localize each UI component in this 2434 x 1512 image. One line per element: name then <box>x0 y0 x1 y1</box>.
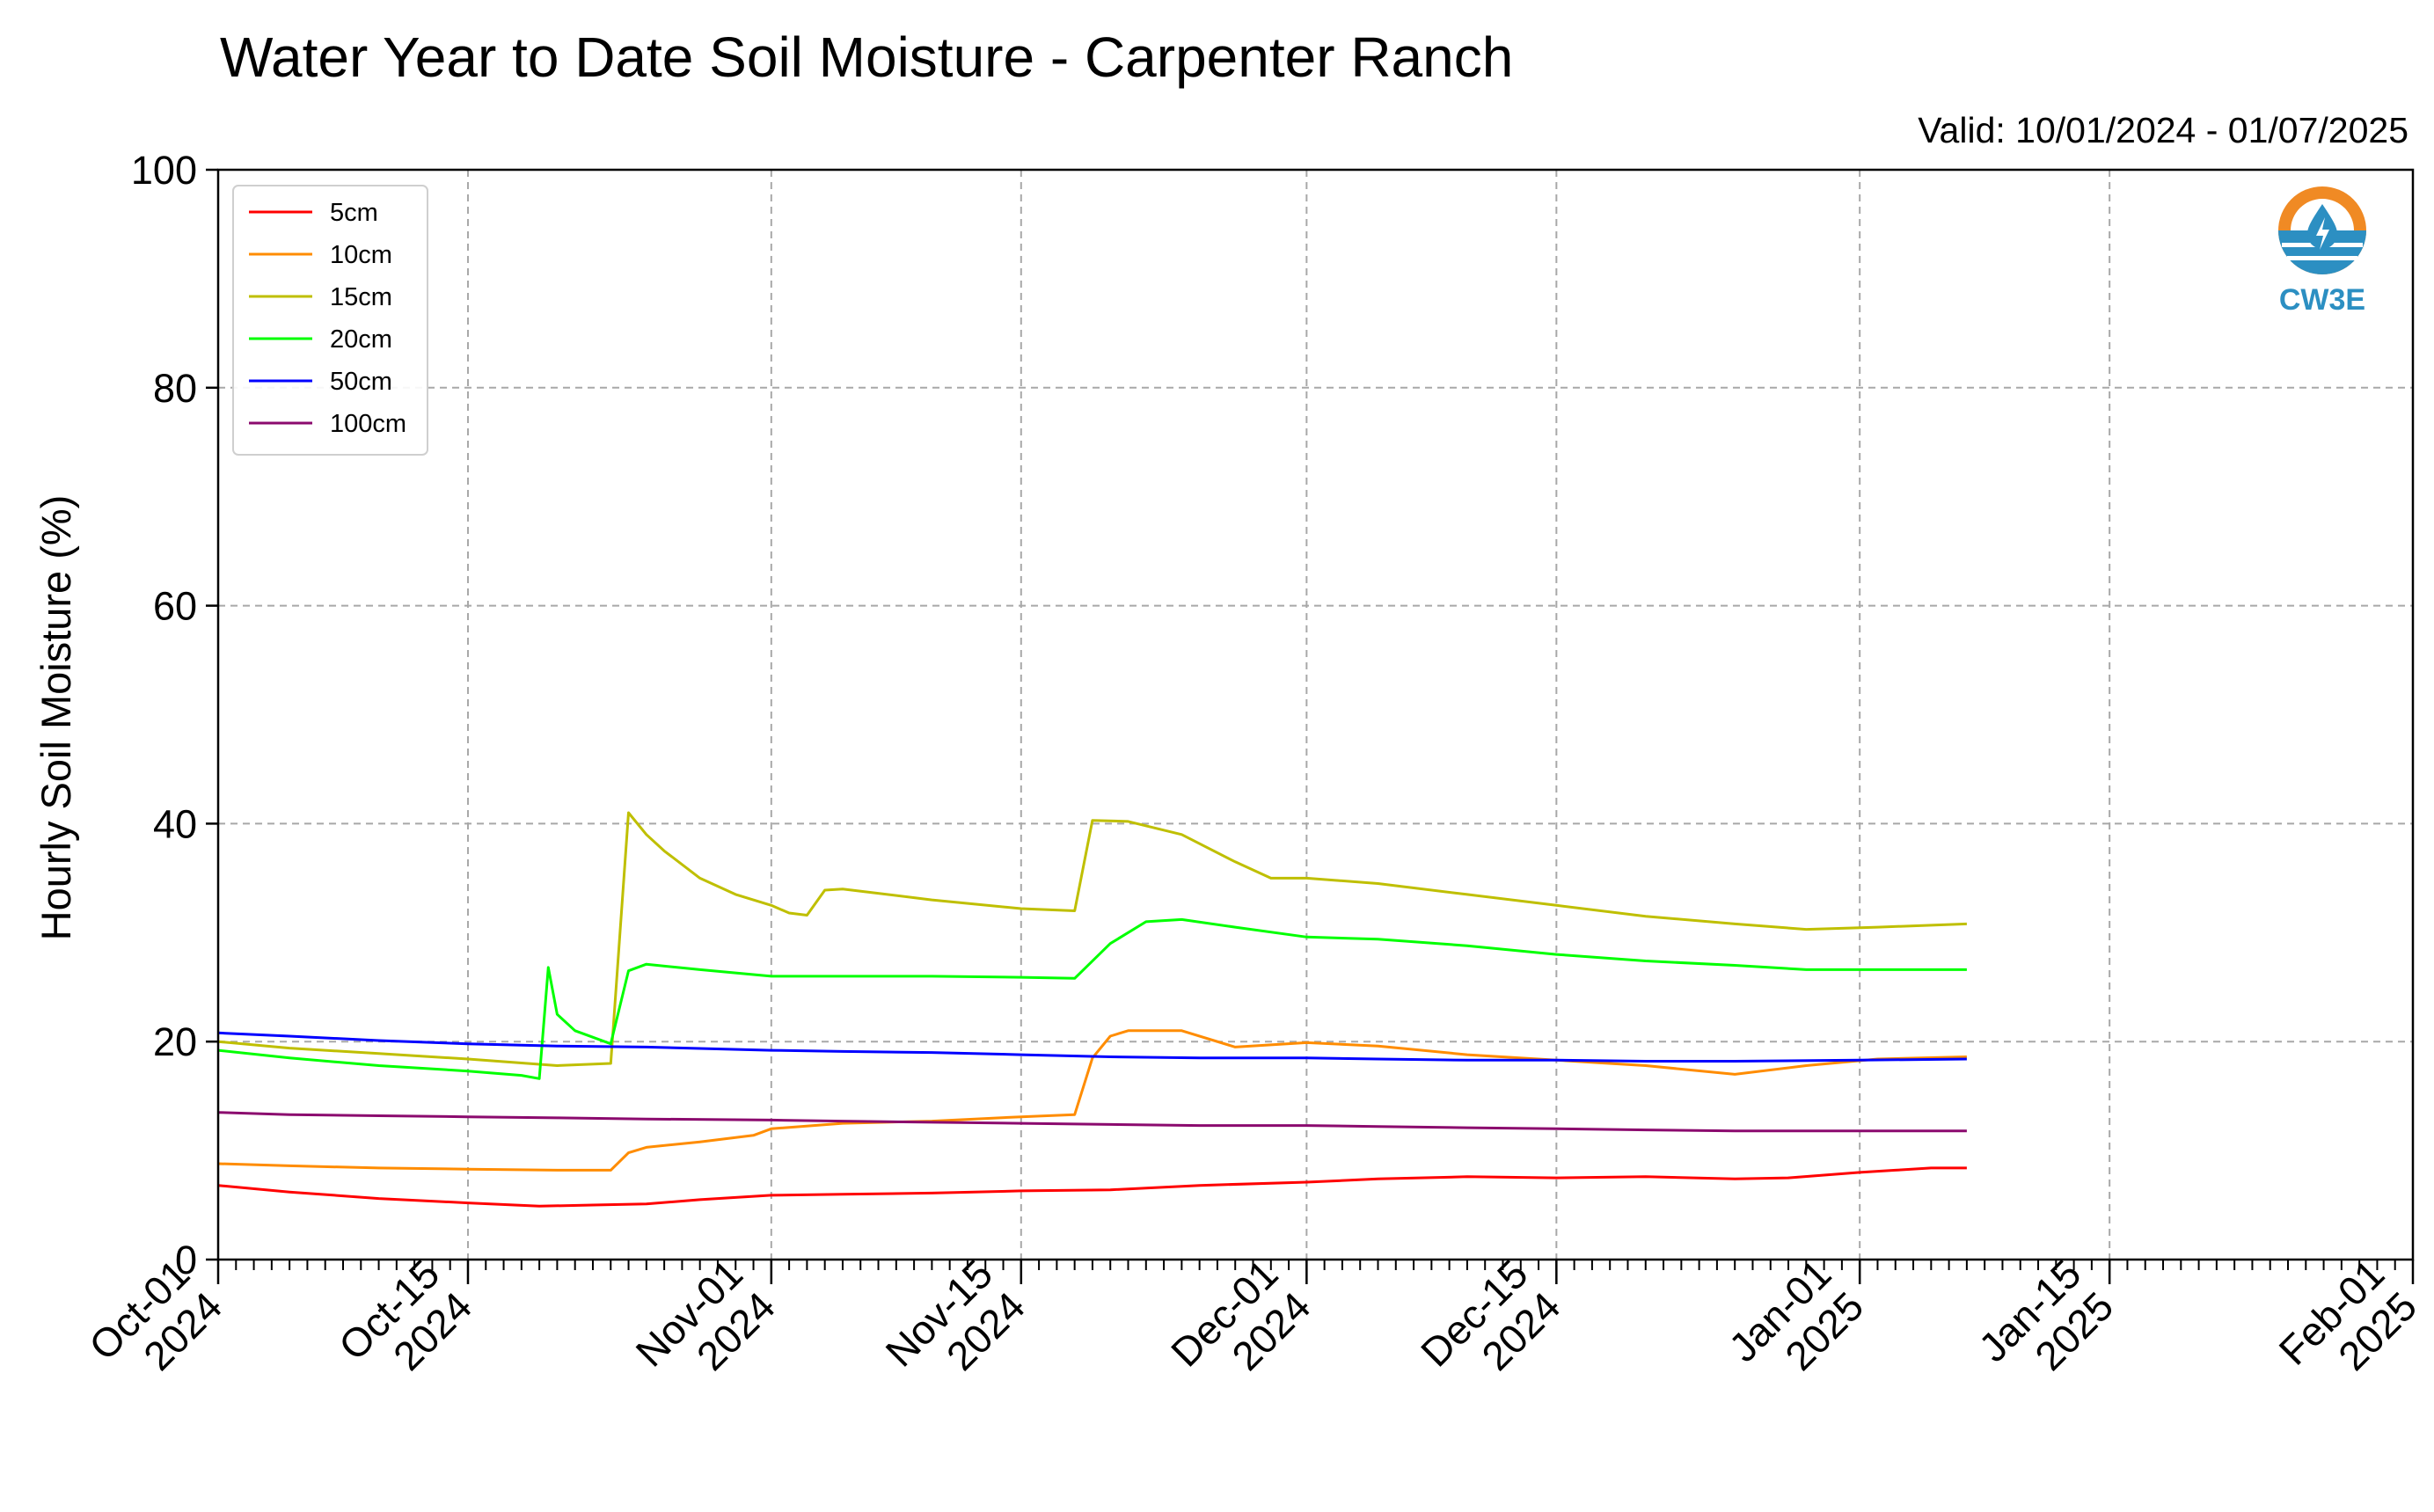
logo-wave-stripe <box>2287 256 2357 260</box>
legend-label: 10cm <box>330 241 392 269</box>
y-tick-label: 80 <box>153 366 197 411</box>
chart-title: Water Year to Date Soil Moisture - Carpe… <box>220 26 1513 89</box>
legend-label: 15cm <box>330 283 392 311</box>
legend-entry-50cm: 50cm <box>249 368 392 396</box>
legend-entry-100cm: 100cm <box>249 410 406 438</box>
y-tick-label: 100 <box>131 148 197 193</box>
legend-label: 100cm <box>330 410 406 438</box>
cw3e-logo: CW3E <box>2278 186 2366 317</box>
series-line-100cm <box>217 1111 1967 1133</box>
legend-label: 20cm <box>330 325 392 354</box>
legend-entry-10cm: 10cm <box>249 241 392 269</box>
legend-entry-20cm: 20cm <box>249 325 392 354</box>
legend-entry-15cm: 15cm <box>249 283 392 311</box>
legend: 5cm 10cm 15cm 20cm 50cm 100cm <box>232 185 428 456</box>
chart-subtitle: Valid: 10/01/2024 - 01/07/2025 <box>1918 110 2408 150</box>
series-line-5cm <box>217 1166 1967 1208</box>
y-axis-label: Hourly Soil Moisture (%) <box>33 495 79 941</box>
logo-bolt-icon <box>2316 217 2329 250</box>
y-tick-label: 20 <box>153 1019 197 1064</box>
logo-text: CW3E <box>2279 283 2365 317</box>
series-line-20cm <box>217 917 1967 1080</box>
series-line-10cm <box>217 1029 1967 1172</box>
series-line-15cm <box>217 811 1967 1067</box>
y-tick-label: 60 <box>153 584 197 629</box>
legend-label: 5cm <box>330 199 378 227</box>
legend-label: 50cm <box>330 368 392 396</box>
plot-frame <box>216 168 2415 1261</box>
legend-entry-5cm: 5cm <box>249 199 378 227</box>
y-tick-label: 0 <box>175 1238 197 1282</box>
series-line-50cm <box>217 1031 1967 1063</box>
y-tick-label: 40 <box>153 801 197 846</box>
data-series <box>217 811 1967 1208</box>
logo-wave-icon <box>2278 230 2366 274</box>
